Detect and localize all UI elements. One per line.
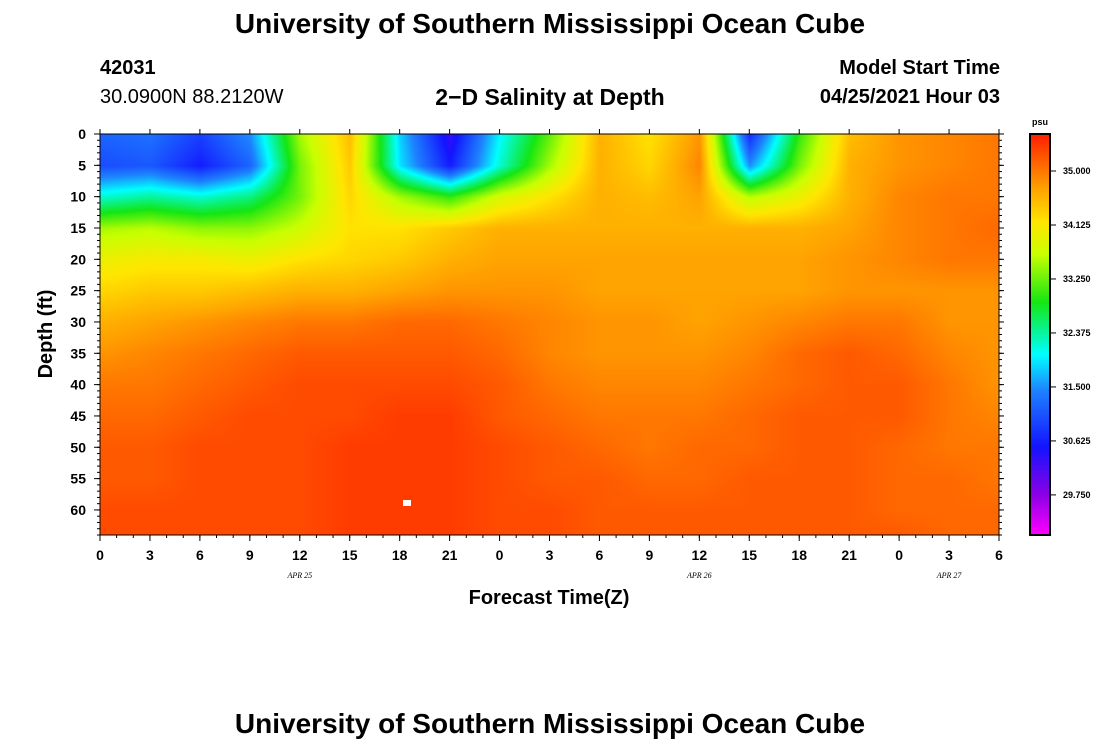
colorbar-tick-label: 33.250	[1063, 274, 1091, 284]
x-tick-label: 12	[292, 547, 308, 563]
colorbar-tick-label: 29.750	[1063, 490, 1091, 500]
x-tick-label: 3	[146, 547, 154, 563]
y-tick-label: 5	[78, 157, 86, 173]
x-axis-label: Forecast Time(Z)	[469, 587, 630, 609]
station-coordinates: 30.0900N 88.2120W	[100, 86, 284, 108]
x-tick-label: 9	[246, 547, 254, 563]
y-tick-label: 25	[70, 283, 86, 299]
salinity-heatmap	[100, 134, 999, 535]
colorbar-tick-label: 30.625	[1063, 436, 1091, 446]
x-tick-label: 21	[841, 547, 857, 563]
x-tick-label: 0	[496, 547, 504, 563]
x-tick-label: 6	[995, 547, 1003, 563]
colorbar-unit: psu	[1032, 117, 1048, 127]
y-tick-label: 50	[70, 439, 86, 455]
y-tick-label: 10	[70, 189, 86, 205]
colorbar-tick-label: 31.500	[1063, 382, 1091, 392]
y-tick-label: 45	[70, 408, 86, 424]
footer-title: University of Southern Mississippi Ocean…	[234, 708, 866, 739]
y-tick-label: 60	[70, 502, 86, 518]
x-tick-label: 18	[392, 547, 408, 563]
missing-data-marker	[403, 500, 411, 506]
x-tick-label: 3	[546, 547, 554, 563]
x-tick-label: 0	[96, 547, 104, 563]
y-tick-label: 0	[78, 126, 86, 142]
y-tick-label: 30	[70, 314, 86, 330]
x-tick-label: 21	[442, 547, 458, 563]
axes-group: 0 3 6 9 12 15 18 21 0 3 6 9 12 15 18 21 0 3 6 APR 25 APR 26 A…	[70, 126, 1004, 580]
x-tick-label: 3	[945, 547, 953, 563]
x-tick-label: 15	[342, 547, 358, 563]
x-tick-label: 6	[596, 547, 604, 563]
date-label: APR 25	[286, 571, 312, 580]
x-tick-label: 6	[196, 547, 204, 563]
x-tick-label: 18	[791, 547, 807, 563]
page-title: University of Southern Mississippi Ocean…	[234, 8, 866, 39]
x-tick-label: 9	[645, 547, 653, 563]
x-tick-label: 15	[741, 547, 757, 563]
y-tick-label: 15	[70, 220, 86, 236]
colorbar	[1029, 133, 1051, 536]
colorbar-ticks: 35.000 34.125 33.250 32.375 31.500 30.625 29.7…	[1050, 166, 1091, 500]
model-start-value: 04/25/2021 Hour 03	[819, 86, 1000, 108]
heatmap-frame	[100, 134, 999, 535]
colorbar-tick-label: 35.000	[1063, 166, 1091, 176]
y-tick-label: 35	[70, 345, 86, 361]
colorbar-tick-label: 34.125	[1063, 220, 1091, 230]
x-tick-label: 12	[692, 547, 708, 563]
date-label: APR 26	[686, 571, 712, 580]
y-tick-label: 20	[70, 251, 86, 267]
y-tick-label: 40	[70, 377, 86, 393]
y-tick-label: 55	[70, 471, 86, 487]
colorbar-tick-label: 32.375	[1063, 328, 1091, 338]
x-tick-label: 0	[895, 547, 903, 563]
station-id: 42031	[100, 57, 156, 79]
y-axis-label: Depth (ft)	[35, 290, 57, 379]
date-label: APR 27	[936, 571, 963, 580]
plot-title: 2−D Salinity at Depth	[435, 84, 665, 110]
model-start-label: Model Start Time	[839, 57, 1000, 79]
